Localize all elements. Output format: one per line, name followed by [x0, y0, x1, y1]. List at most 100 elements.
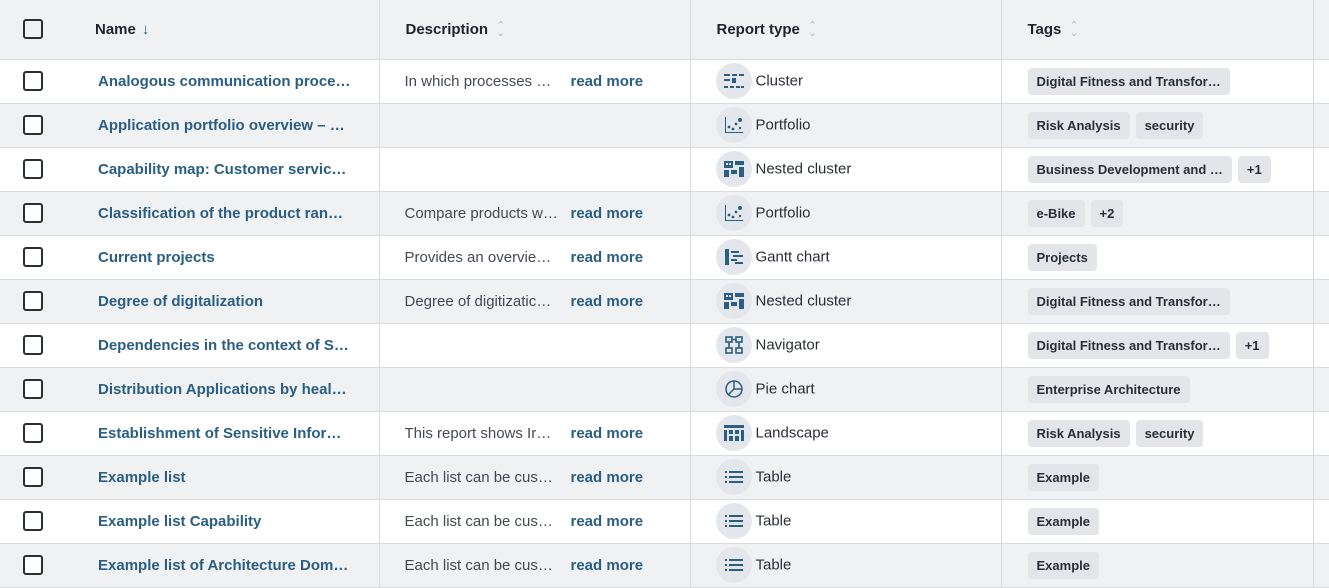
description-cell — [378, 147, 690, 192]
name-cell: Example list Capability — [80, 499, 379, 544]
table-row[interactable]: Dependencies in the context of S… Naviga… — [0, 323, 1329, 368]
table-row[interactable]: Application portfolio overview – … Portf… — [0, 103, 1329, 148]
portfolio-icon — [715, 195, 752, 231]
table-row[interactable]: Capability map: Customer servic… Nested … — [0, 147, 1329, 192]
name-cell: Dependencies in the context of S… — [80, 323, 379, 368]
tag-badge[interactable]: Example — [1027, 551, 1099, 579]
tag-badge[interactable]: +2 — [1090, 199, 1124, 227]
table-icon — [715, 547, 752, 583]
sort-icon[interactable]: ⌃ ⌄ — [807, 19, 818, 39]
report-type-label: Pie chart — [755, 380, 815, 398]
tag-badge[interactable]: e-Bike — [1027, 199, 1085, 227]
row-checkbox[interactable] — [23, 247, 43, 267]
report-name-link[interactable]: Establishment of Sensitive Infor… — [98, 424, 342, 442]
read-more-link[interactable]: read more — [570, 468, 644, 486]
row-checkbox[interactable] — [23, 511, 43, 531]
pie-chart-icon — [715, 371, 752, 407]
read-more-link[interactable]: read more — [570, 72, 644, 90]
sort-down-icon[interactable]: ↓ — [141, 20, 150, 38]
report-type-cell: Table — [689, 543, 1001, 588]
report-name-link[interactable]: Dependencies in the context of S… — [98, 336, 349, 354]
extra-cell — [1312, 147, 1329, 192]
row-checkbox[interactable] — [23, 203, 43, 223]
read-more-link[interactable]: read more — [570, 292, 644, 310]
report-name-link[interactable]: Degree of digitalization — [98, 292, 264, 310]
report-name-link[interactable]: Example list — [98, 468, 186, 486]
nested-cluster-icon — [715, 151, 752, 187]
report-type-cell: Nested cluster — [689, 147, 1001, 192]
sort-icon[interactable]: ⌃ ⌄ — [1069, 19, 1079, 39]
read-more-link[interactable]: read more — [570, 424, 644, 442]
tag-badge[interactable]: security — [1135, 111, 1204, 139]
row-checkbox[interactable] — [23, 379, 43, 399]
table-row[interactable]: Degree of digitalization Degree of digit… — [0, 279, 1329, 324]
extra-cell — [1312, 191, 1329, 236]
table-row[interactable]: Example list Capability Each list can be… — [0, 499, 1329, 544]
row-checkbox[interactable] — [23, 467, 43, 487]
tag-badge[interactable]: Projects — [1027, 243, 1097, 271]
report-name-link[interactable]: Distribution Applications by heal… — [98, 380, 347, 398]
table-row[interactable]: Analogous communication proce… In which … — [0, 59, 1329, 104]
description-cell: This report shows Ir… read more — [378, 411, 690, 456]
report-type-label: Landscape — [755, 424, 829, 442]
read-more-link[interactable]: read more — [570, 556, 644, 574]
select-all-cell — [0, 0, 80, 60]
tag-badge[interactable]: Risk Analysis — [1027, 419, 1130, 447]
extra-cell — [1312, 59, 1329, 104]
read-more-link[interactable]: read more — [570, 248, 644, 266]
nested-cluster-icon — [715, 283, 752, 319]
report-type-cell: Nested cluster — [689, 279, 1001, 324]
description-text: Degree of digitizatic… — [404, 292, 552, 310]
row-checkbox[interactable] — [23, 115, 43, 135]
tag-badge[interactable]: Digital Fitness and Transfor… — [1027, 331, 1230, 359]
read-more-link[interactable]: read more — [570, 204, 644, 222]
report-type-label: Table — [755, 468, 792, 486]
report-name-link[interactable]: Example list Capability — [98, 512, 262, 530]
tags-cell: Enterprise Architecture — [1000, 367, 1313, 412]
report-name-link[interactable]: Current projects — [98, 248, 215, 266]
table-row[interactable]: Current projects Provides an overvie… rea… — [0, 235, 1329, 280]
table-row[interactable]: Classification of the product ran… Compa… — [0, 191, 1329, 236]
tag-badge[interactable]: Enterprise Architecture — [1027, 375, 1190, 403]
tags-cell: Digital Fitness and Transfor… +1 — [1000, 323, 1313, 368]
tag-badge[interactable]: Business Development and … — [1027, 155, 1232, 183]
column-header-tags[interactable]: Tags ⌃ ⌄ — [1000, 0, 1313, 60]
tag-badge[interactable]: +1 — [1235, 331, 1269, 359]
tag-badge[interactable]: Risk Analysis — [1027, 111, 1130, 139]
table-row[interactable]: Example list Each list can be cus… read m… — [0, 455, 1329, 500]
tag-badge[interactable]: Example — [1027, 463, 1099, 491]
description-cell — [378, 323, 690, 368]
tag-badge[interactable]: security — [1135, 419, 1204, 447]
row-checkbox[interactable] — [23, 423, 43, 443]
sort-icon[interactable]: ⌃ ⌄ — [496, 19, 506, 39]
column-header-description[interactable]: Description ⌃ ⌄ — [378, 0, 690, 60]
select-all-checkbox[interactable] — [23, 19, 43, 40]
row-checkbox[interactable] — [23, 71, 43, 91]
read-more-link[interactable]: read more — [570, 512, 644, 530]
report-name-link[interactable]: Example list of Architecture Dom… — [98, 556, 349, 574]
portfolio-icon — [715, 107, 752, 143]
report-type-label: Nested cluster — [755, 292, 852, 310]
table-row[interactable]: Example list of Architecture Dom… Each l… — [0, 543, 1329, 588]
tag-badge[interactable]: +1 — [1237, 155, 1271, 183]
row-checkbox[interactable] — [23, 555, 43, 575]
column-header-name[interactable]: Name ↓ — [80, 0, 379, 60]
row-checkbox[interactable] — [23, 291, 43, 311]
tag-badge[interactable]: Digital Fitness and Transfor… — [1027, 67, 1230, 95]
report-name-link[interactable]: Analogous communication proce… — [98, 72, 351, 90]
report-type-label: Nested cluster — [755, 160, 852, 178]
report-name-link[interactable]: Application portfolio overview – … — [98, 116, 345, 134]
select-cell — [0, 191, 80, 236]
row-checkbox[interactable] — [23, 159, 43, 179]
select-cell — [0, 411, 80, 456]
row-checkbox[interactable] — [23, 335, 43, 355]
report-name-link[interactable]: Capability map: Customer servic… — [98, 160, 347, 178]
report-name-link[interactable]: Classification of the product ran… — [98, 204, 344, 222]
column-header-report-type[interactable]: Report type ⌃ ⌄ — [689, 0, 1001, 60]
tag-badge[interactable]: Example — [1027, 507, 1099, 535]
table-row[interactable]: Establishment of Sensitive Infor… This r… — [0, 411, 1329, 456]
tag-badge[interactable]: Digital Fitness and Transfor… — [1027, 287, 1230, 315]
tags-cell: Digital Fitness and Transfor… — [1000, 59, 1313, 104]
extra-cell — [1312, 411, 1329, 456]
table-row[interactable]: Distribution Applications by heal… Pie c… — [0, 367, 1329, 412]
